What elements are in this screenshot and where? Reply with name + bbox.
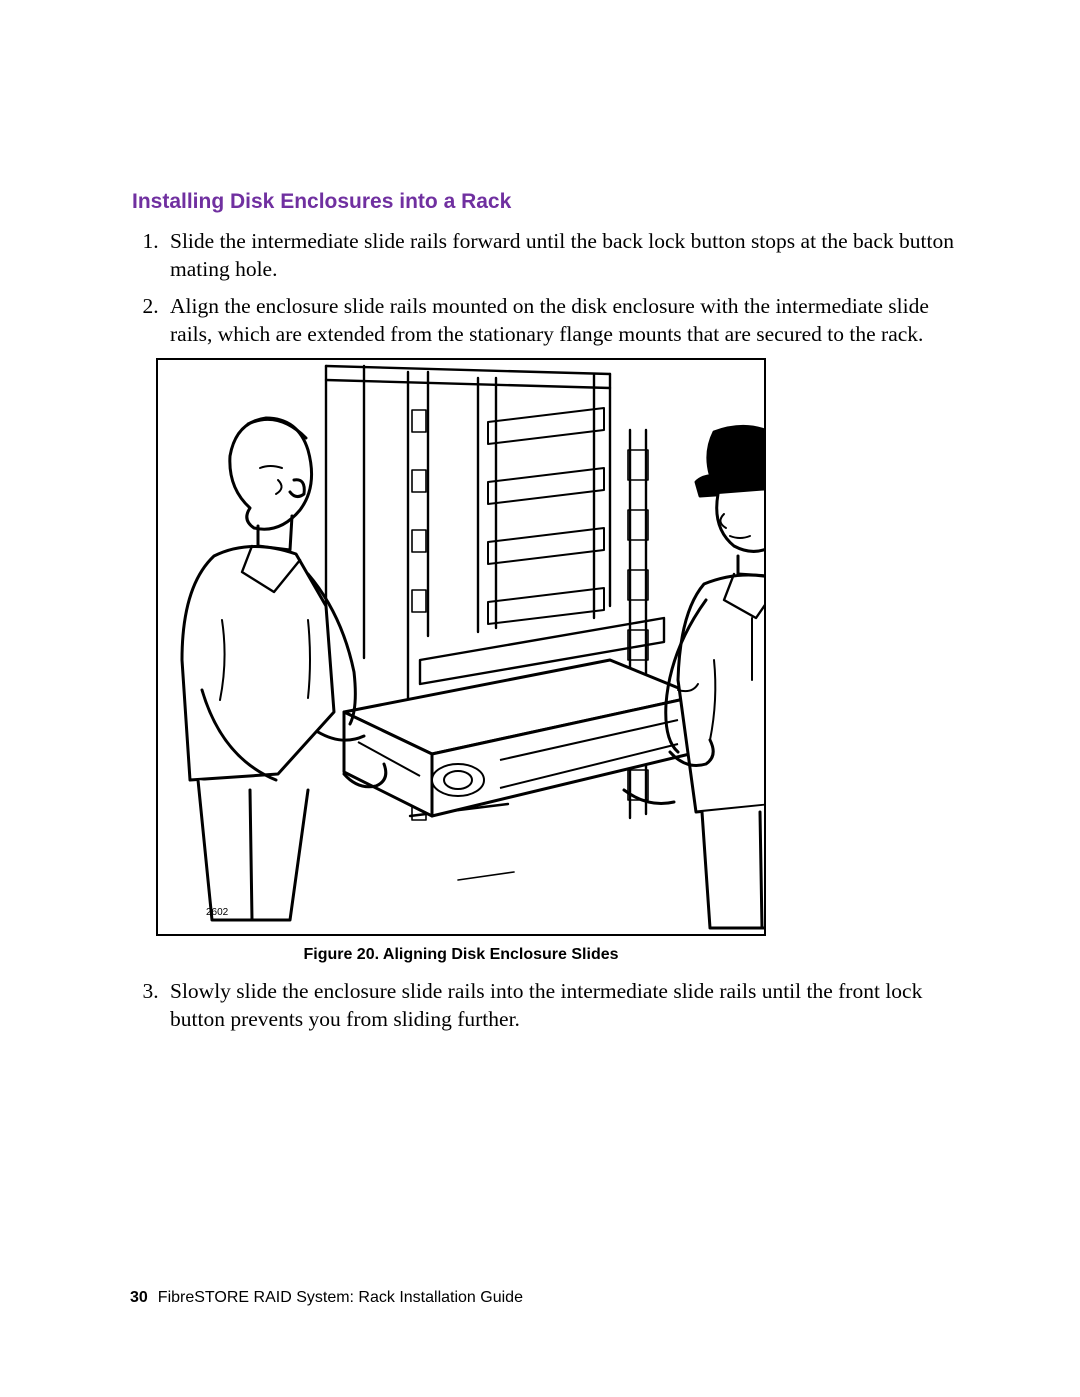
figure-frame: 2602 xyxy=(156,358,766,936)
instruction-steps-continued: Slowly slide the enclosure slide rails i… xyxy=(130,978,960,1033)
page-number: 30 xyxy=(130,1289,148,1306)
section-heading: Installing Disk Enclosures into a Rack xyxy=(130,190,960,214)
step-item: Align the enclosure slide rails mounted … xyxy=(164,293,960,348)
page-footer: 30 FibreSTORE RAID System: Rack Installat… xyxy=(130,1289,523,1307)
instruction-steps: Slide the intermediate slide rails forwa… xyxy=(130,228,960,348)
step-item: Slowly slide the enclosure slide rails i… xyxy=(164,978,960,1033)
figure-block: 2602 Figure 20. Aligning Disk Enclosure … xyxy=(156,358,766,964)
figure-small-id: 2602 xyxy=(206,907,228,918)
document-page: Installing Disk Enclosures into a Rack S… xyxy=(0,0,1080,1397)
figure-illustration xyxy=(158,360,764,934)
figure-caption: Figure 20. Aligning Disk Enclosure Slide… xyxy=(156,946,766,964)
step-item: Slide the intermediate slide rails forwa… xyxy=(164,228,960,283)
footer-doc-title: FibreSTORE RAID System: Rack Installatio… xyxy=(158,1289,523,1306)
